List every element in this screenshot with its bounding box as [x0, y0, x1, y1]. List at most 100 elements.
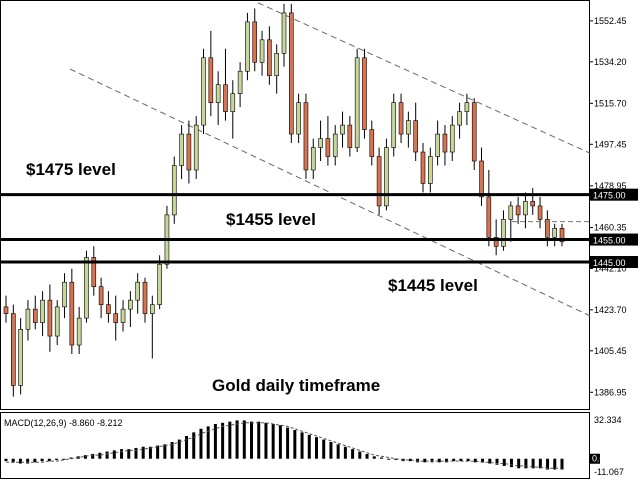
candle-down	[347, 124, 353, 148]
macd-bar	[524, 458, 528, 469]
candle-up	[245, 21, 250, 72]
macd-bar	[69, 457, 73, 459]
candle-down	[142, 281, 148, 314]
candle-down	[442, 133, 448, 153]
macd-bar	[185, 435, 189, 459]
candle-down	[91, 257, 97, 287]
macd-bar	[351, 449, 355, 459]
candle-down	[303, 102, 309, 171]
levels	[0, 193, 589, 264]
macd-bar	[98, 452, 102, 459]
channel-lines	[69, 2, 591, 317]
main-pane-border	[0, 0, 590, 410]
candle-up	[354, 57, 360, 148]
macd-bar	[120, 449, 124, 459]
candle-up	[237, 70, 243, 94]
price-tick-label: 1552.45	[594, 16, 627, 26]
candle-down	[530, 201, 536, 207]
macd-bar	[141, 446, 145, 459]
macd-bar	[517, 458, 521, 469]
price-tick-label: 1442.10	[594, 264, 627, 274]
macd-bar	[322, 439, 326, 459]
candle-down	[208, 57, 214, 103]
candle-down	[223, 84, 228, 112]
candles	[3, 3, 565, 397]
price-tick-label: 1534.20	[594, 57, 627, 67]
macd-bar	[538, 458, 542, 469]
candle-up	[508, 205, 514, 220]
candle-up	[274, 52, 279, 77]
macd-pane: 32.334 0.00 -11.067	[4, 415, 624, 477]
candle-up	[62, 281, 67, 308]
macd-bar	[387, 458, 391, 460]
candle-up	[201, 57, 206, 126]
macd-bar	[33, 458, 37, 463]
macd-label: MACD(12,26,9) -8.860 -8.212	[4, 418, 123, 428]
macd-bar	[481, 458, 485, 463]
candle-down	[186, 133, 192, 171]
macd-bar	[336, 444, 340, 459]
macd-bar	[271, 423, 275, 459]
candle-up	[157, 263, 162, 305]
macd-tick-label: 0.00	[592, 454, 610, 464]
macd-bar	[452, 458, 456, 462]
macd-bar	[278, 425, 282, 459]
candle-down	[47, 299, 53, 337]
candle-up	[449, 124, 455, 153]
macd-bar	[105, 451, 109, 459]
macd-bar	[560, 458, 564, 470]
macd-bar	[206, 426, 210, 459]
price-tick-label: 1386.95	[594, 387, 627, 397]
chart-frame	[0, 0, 590, 479]
candle-up	[501, 219, 506, 247]
candle-down	[3, 306, 9, 314]
candle-up	[391, 102, 397, 148]
macd-bar	[546, 458, 550, 470]
candle-up	[310, 147, 316, 171]
candle-up	[457, 111, 462, 126]
candle-up	[76, 317, 82, 346]
candle-up	[193, 124, 199, 171]
macd-bar	[358, 451, 362, 459]
macd-bar	[423, 458, 427, 463]
candle-down	[69, 281, 75, 346]
candle-up	[120, 308, 126, 323]
candle-up	[406, 120, 411, 135]
candle-down	[11, 313, 16, 386]
macd-bar	[199, 428, 203, 459]
macd-bar	[177, 439, 181, 459]
macd-bar	[365, 453, 369, 459]
candle-up	[435, 133, 440, 157]
price-tick-label: 1497.45	[594, 139, 627, 149]
macd-bar	[4, 458, 8, 462]
candle-up	[384, 147, 389, 207]
candle-down	[267, 39, 272, 77]
candle-up	[54, 306, 60, 337]
macd-bar	[372, 456, 376, 459]
macd-bar	[62, 458, 66, 460]
level-price-label: 1445.00	[593, 258, 626, 268]
candle-up	[332, 133, 338, 157]
price-tick-label: 1405.45	[594, 346, 627, 356]
candle-down	[559, 228, 565, 243]
macd-bar	[343, 446, 347, 459]
macd-bar	[379, 457, 383, 459]
candle-up	[171, 165, 177, 216]
macd-bar	[495, 458, 499, 465]
candle-down	[537, 205, 543, 220]
annotation-timeframe: Gold daily timeframe	[212, 376, 380, 395]
candle-up	[150, 304, 155, 314]
macd-bar	[531, 458, 535, 469]
annotation-1475: $1475 level	[26, 160, 116, 179]
candle-down	[493, 237, 499, 247]
macd-bar	[163, 444, 167, 459]
annotation-1455: $1455 level	[226, 210, 316, 229]
price-tick-label: 1515.70	[594, 98, 627, 108]
candle-up	[340, 124, 345, 135]
candle-down	[420, 151, 426, 184]
price-tick-label: 1460.35	[594, 223, 627, 233]
candle-up	[128, 299, 133, 310]
candle-down	[413, 120, 418, 153]
macd-bar	[300, 432, 304, 459]
